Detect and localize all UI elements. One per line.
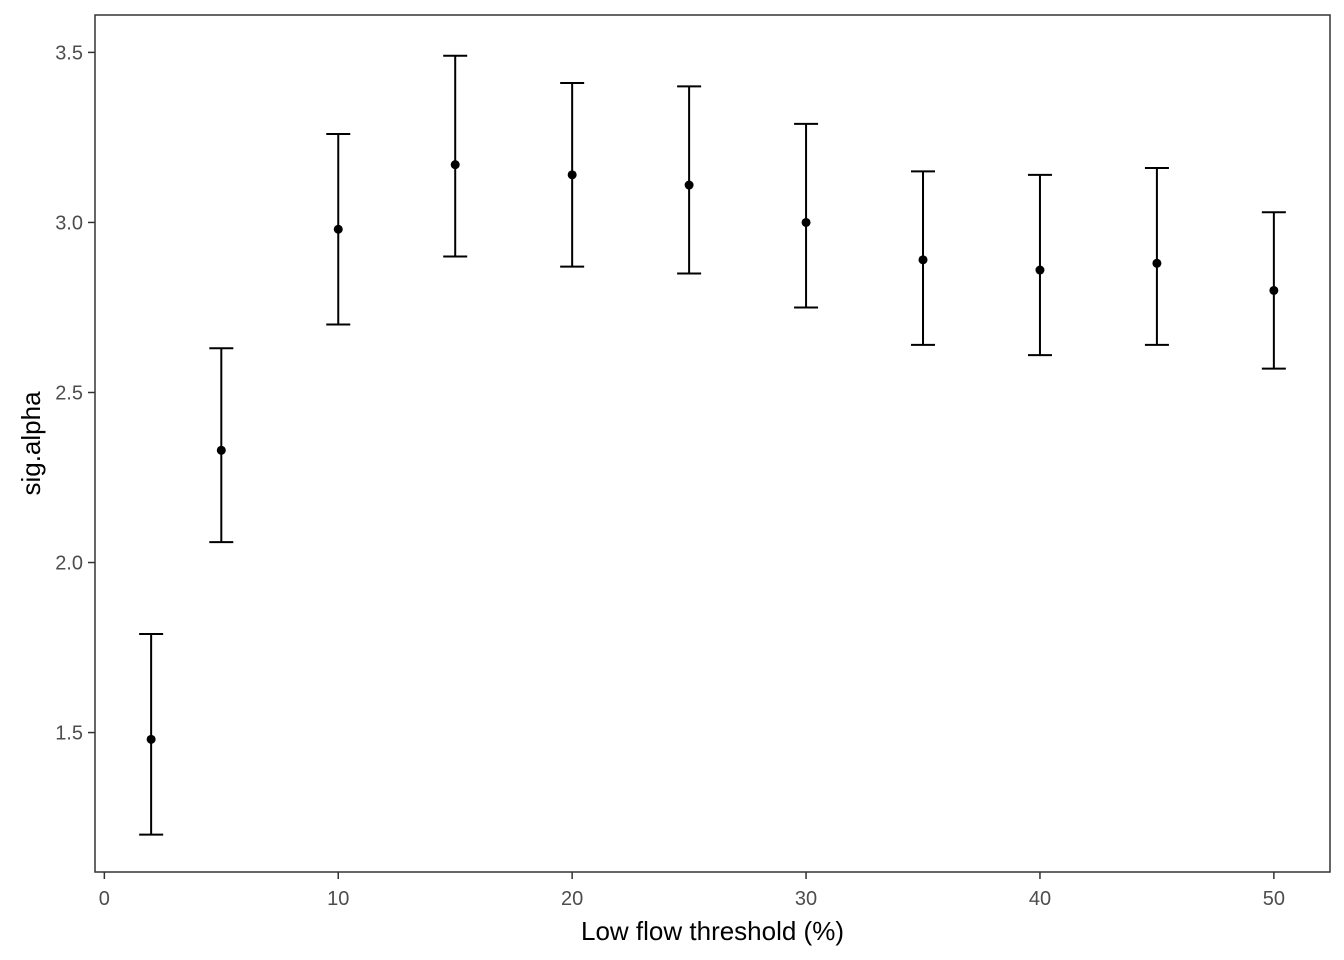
y-tick-label: 2.0 <box>55 553 83 575</box>
y-tick-label: 1.5 <box>55 723 83 745</box>
x-axis-title: Low flow threshold (%) <box>581 916 844 946</box>
y-axis: 1.5 2.0 2.5 3.0 3.5 <box>55 42 95 745</box>
data-point <box>801 217 811 227</box>
x-tick-label: 40 <box>1029 888 1051 910</box>
x-tick-label: 0 <box>99 888 110 910</box>
data-point <box>1035 265 1045 275</box>
y-axis-title: sig.alpha <box>16 391 46 496</box>
x-tick-label: 10 <box>327 888 349 910</box>
data-point <box>684 180 694 190</box>
x-tick-label: 20 <box>561 888 583 910</box>
panel-border <box>94 14 1331 873</box>
data-point <box>216 445 226 455</box>
y-tick-label: 2.5 <box>55 382 83 404</box>
x-tick-label: 50 <box>1263 888 1285 910</box>
data-point <box>1152 258 1162 268</box>
x-axis: 0 10 20 30 40 50 <box>99 872 1285 910</box>
data-point <box>1269 285 1279 295</box>
data-point <box>450 160 460 170</box>
data-point <box>567 170 577 180</box>
data-point <box>333 224 343 234</box>
data-point <box>918 255 928 265</box>
y-tick-label: 3.0 <box>55 212 83 234</box>
plot-marks <box>139 54 1286 836</box>
y-tick-label: 3.5 <box>55 42 83 64</box>
data-point <box>146 734 156 744</box>
x-tick-label: 30 <box>795 888 817 910</box>
